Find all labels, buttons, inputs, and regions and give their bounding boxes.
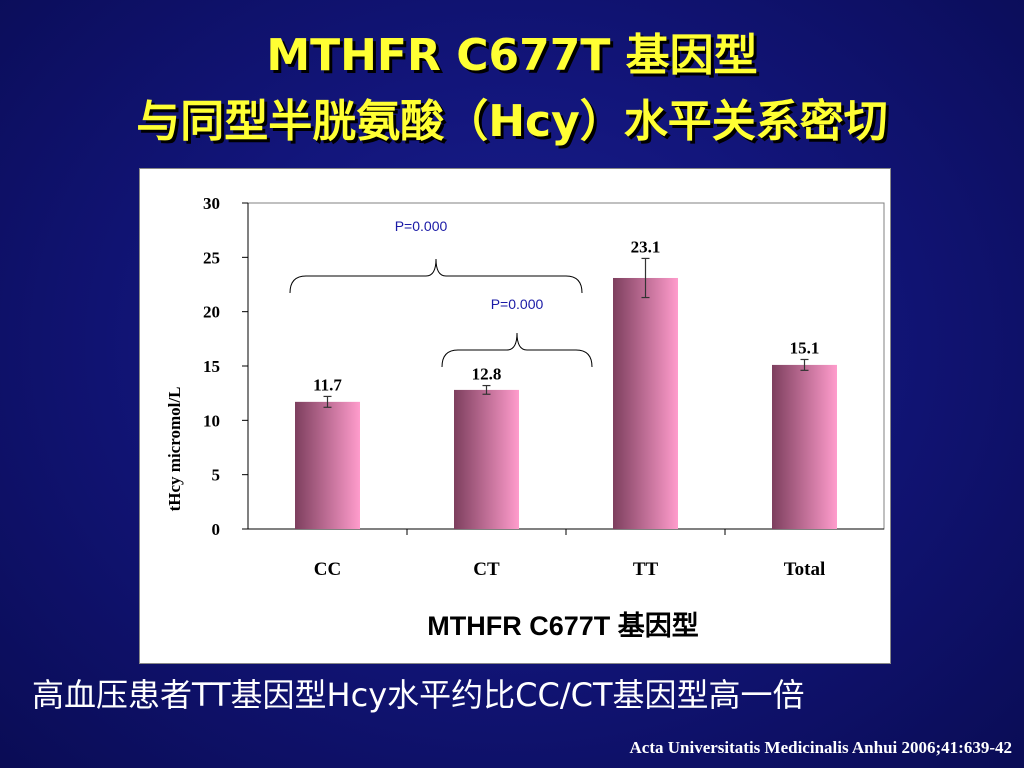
slide-title-line1: MTHFR C677T 基因型 xyxy=(266,30,758,81)
conclusion-text: 高血压患者TT基因型Hcy水平约比CC/CT基因型高一倍 xyxy=(32,676,805,714)
y-tick-label: 20 xyxy=(203,303,220,322)
y-tick-label: 15 xyxy=(203,357,220,376)
y-tick-label: 25 xyxy=(203,248,220,267)
comparison-brace-cc-ct xyxy=(289,258,583,294)
y-tick-label: 10 xyxy=(203,411,220,430)
bar-total xyxy=(772,364,837,529)
p-value-annotation: P=0.000 xyxy=(395,218,448,234)
data-label: 15.1 xyxy=(790,338,820,357)
data-label: 11.7 xyxy=(313,375,342,394)
y-tick-label: 0 xyxy=(212,520,221,539)
slide-title-line2: 与同型半胱氨酸（Hcy）水平关系密切 xyxy=(136,96,888,147)
x-axis-label: MTHFR C677T 基因型 xyxy=(427,611,699,641)
bar-tt xyxy=(613,277,678,529)
x-tick-label: CT xyxy=(473,559,500,580)
bar-ct xyxy=(454,389,519,529)
y-tick-label: 30 xyxy=(203,194,220,213)
p-value-annotation: P=0.000 xyxy=(491,296,544,312)
bar-cc xyxy=(295,401,360,529)
data-label: 23.1 xyxy=(631,237,661,256)
x-tick-label: Total xyxy=(784,559,826,580)
x-tick-label: TT xyxy=(633,559,659,580)
y-axis-label: tHcy micromol/L xyxy=(165,387,184,512)
bar-chart: 0 5 10 15 20 25 30 11.7 CC 12.8 CT 23.1 TT 15.1 Total P… xyxy=(165,194,885,641)
data-label: 12.8 xyxy=(472,365,502,384)
chart-panel: 0 5 10 15 20 25 30 11.7 CC 12.8 CT 23.1 TT 15.1 Total P… xyxy=(139,168,891,664)
y-tick-label: 5 xyxy=(212,466,221,485)
comparison-brace-ct xyxy=(441,332,593,368)
x-tick-label: CC xyxy=(314,559,341,580)
citation: Acta Universitatis Medicinalis Anhui 200… xyxy=(629,738,1013,757)
